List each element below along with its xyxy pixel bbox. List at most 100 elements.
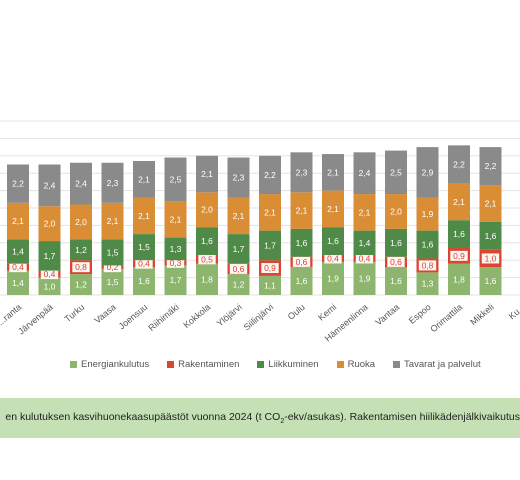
- x-tick-label: Ku...: [507, 302, 520, 322]
- bar-segment: [38, 277, 61, 295]
- bar-data-label: 1,2: [233, 280, 245, 290]
- legend-swatch: [336, 360, 344, 368]
- bar-segment: [385, 228, 407, 257]
- bar-data-label: 1,6: [485, 231, 497, 241]
- data-label-background: [40, 269, 59, 280]
- bar-data-label: 1,0: [485, 253, 497, 263]
- bar-data-label: 2,4: [75, 179, 87, 189]
- bar-segment: [353, 230, 376, 255]
- bar-data-label: 0,6: [296, 257, 308, 267]
- bar-data-label: 0,6: [233, 264, 245, 274]
- bar-data-label: 0,4: [327, 253, 339, 263]
- bar-data-label: 1,4: [12, 247, 24, 257]
- x-tick-label: Kokkola: [181, 302, 212, 330]
- bars: 1,4 0,4 1,4 2,1 2,2 1,0 0,4 1,7 2,0 2,4 1,2 0,8 1,2 2…: [7, 145, 502, 295]
- x-tick-label: Joensuu: [117, 302, 149, 332]
- bar-data-label: 2,9: [422, 167, 434, 177]
- bar-data-label: 2,1: [327, 204, 339, 214]
- bar-data-label: 2,0: [201, 205, 213, 215]
- bar-data-label: 0,4: [12, 262, 24, 272]
- bar-data-label: 1,0: [44, 281, 56, 291]
- bar-data-label: 2,0: [44, 219, 56, 229]
- bar-segment: [164, 265, 187, 295]
- bar-segment: [7, 270, 29, 295]
- bar-segment: [353, 152, 376, 195]
- bar-data-label: 2,4: [44, 180, 56, 190]
- data-label-background: [387, 256, 405, 267]
- bar-data-label: 1,9: [327, 273, 339, 283]
- bar-segment: [385, 267, 407, 295]
- bar-segment: [101, 162, 124, 203]
- bar-segment: [479, 147, 502, 186]
- bar-segment: [259, 194, 281, 231]
- legend-swatch: [393, 360, 401, 368]
- bar-segment: [227, 274, 250, 295]
- bar-data-label: 2,1: [138, 211, 150, 221]
- bar-data-label: 1,8: [453, 274, 465, 284]
- bar-data-label: 0,4: [359, 253, 371, 263]
- bar-data-label: 0,9: [264, 263, 276, 273]
- bar-segment: [259, 230, 281, 261]
- bar-segment: [7, 202, 29, 240]
- bar-segment: [479, 185, 502, 222]
- bar-segment: [385, 150, 407, 195]
- x-tick-label: Oulu: [286, 302, 307, 322]
- bar-segment: [322, 154, 344, 191]
- data-label-background: [135, 258, 153, 269]
- legend-item: Liikkuminen: [257, 359, 319, 370]
- bar-data-label: 2,2: [485, 161, 497, 171]
- legend-item: Tavarat ja palvelut: [393, 359, 481, 370]
- bar-data-label: 2,1: [170, 214, 182, 224]
- bar-data-label: 2,1: [107, 216, 119, 226]
- x-tick-label: Orimattila: [428, 302, 464, 334]
- x-tick-label: Vaasa: [92, 302, 117, 326]
- bar-data-label: 2,1: [485, 199, 497, 209]
- bar-data-label: 1,7: [44, 251, 56, 261]
- bar-data-label: 1,6: [138, 276, 150, 286]
- bar-segment: [259, 275, 281, 295]
- bar-segment: [101, 268, 124, 295]
- bar-data-label: 1,6: [327, 236, 339, 246]
- bar-data-label: 1,3: [422, 279, 434, 289]
- bar-segment: [322, 190, 344, 228]
- legend-label: Tavarat ja palvelut: [404, 358, 481, 370]
- data-label-background: [418, 260, 437, 271]
- bar-segment: [290, 228, 313, 257]
- data-label-background: [229, 263, 248, 274]
- bar-segment: [164, 201, 187, 238]
- bar-segment: [290, 267, 313, 295]
- bar-data-label: 1,6: [201, 236, 213, 246]
- legend: Energiankulutus Rakentaminen Liikkuminen Ru…: [70, 356, 510, 372]
- bar-data-label: 2,0: [390, 206, 402, 216]
- bar-data-label: 1,7: [170, 275, 182, 285]
- bar-segment: [448, 263, 470, 295]
- legend-label: Ruoka: [347, 358, 376, 370]
- bar-data-label: 1,5: [107, 277, 119, 287]
- bar-segment: [133, 197, 155, 235]
- legend-label: Rakentaminen: [178, 358, 240, 370]
- bar-segment: [101, 239, 124, 266]
- bar-segment: [196, 192, 218, 228]
- bar-segment: [448, 220, 470, 249]
- bar-segment: [133, 267, 155, 295]
- bar-data-label: 1,3: [170, 244, 182, 254]
- bar-data-label: 1,6: [390, 276, 402, 286]
- bar-data-label: 1,6: [485, 276, 497, 286]
- bar-data-label: 1,8: [201, 274, 213, 284]
- bar-segment: [227, 234, 250, 264]
- bar-segment: [70, 239, 92, 261]
- bar-data-label: 2,5: [390, 167, 402, 177]
- bar-segment: [70, 162, 92, 205]
- bar-segment: [227, 157, 250, 198]
- bar-data-label: 1,6: [453, 229, 465, 239]
- bar-data-label: 2,0: [75, 217, 87, 227]
- bar-segment: [448, 183, 470, 221]
- bar-segment: [479, 221, 502, 250]
- x-tick-label: Järvenpää: [16, 302, 55, 337]
- bar-segment: [164, 157, 187, 202]
- bar-segment: [322, 261, 344, 295]
- legend-item: Ruoka: [336, 358, 376, 370]
- bar-data-label: 1,2: [75, 245, 87, 255]
- data-label-background: [292, 256, 311, 267]
- bar-segment: [38, 241, 61, 271]
